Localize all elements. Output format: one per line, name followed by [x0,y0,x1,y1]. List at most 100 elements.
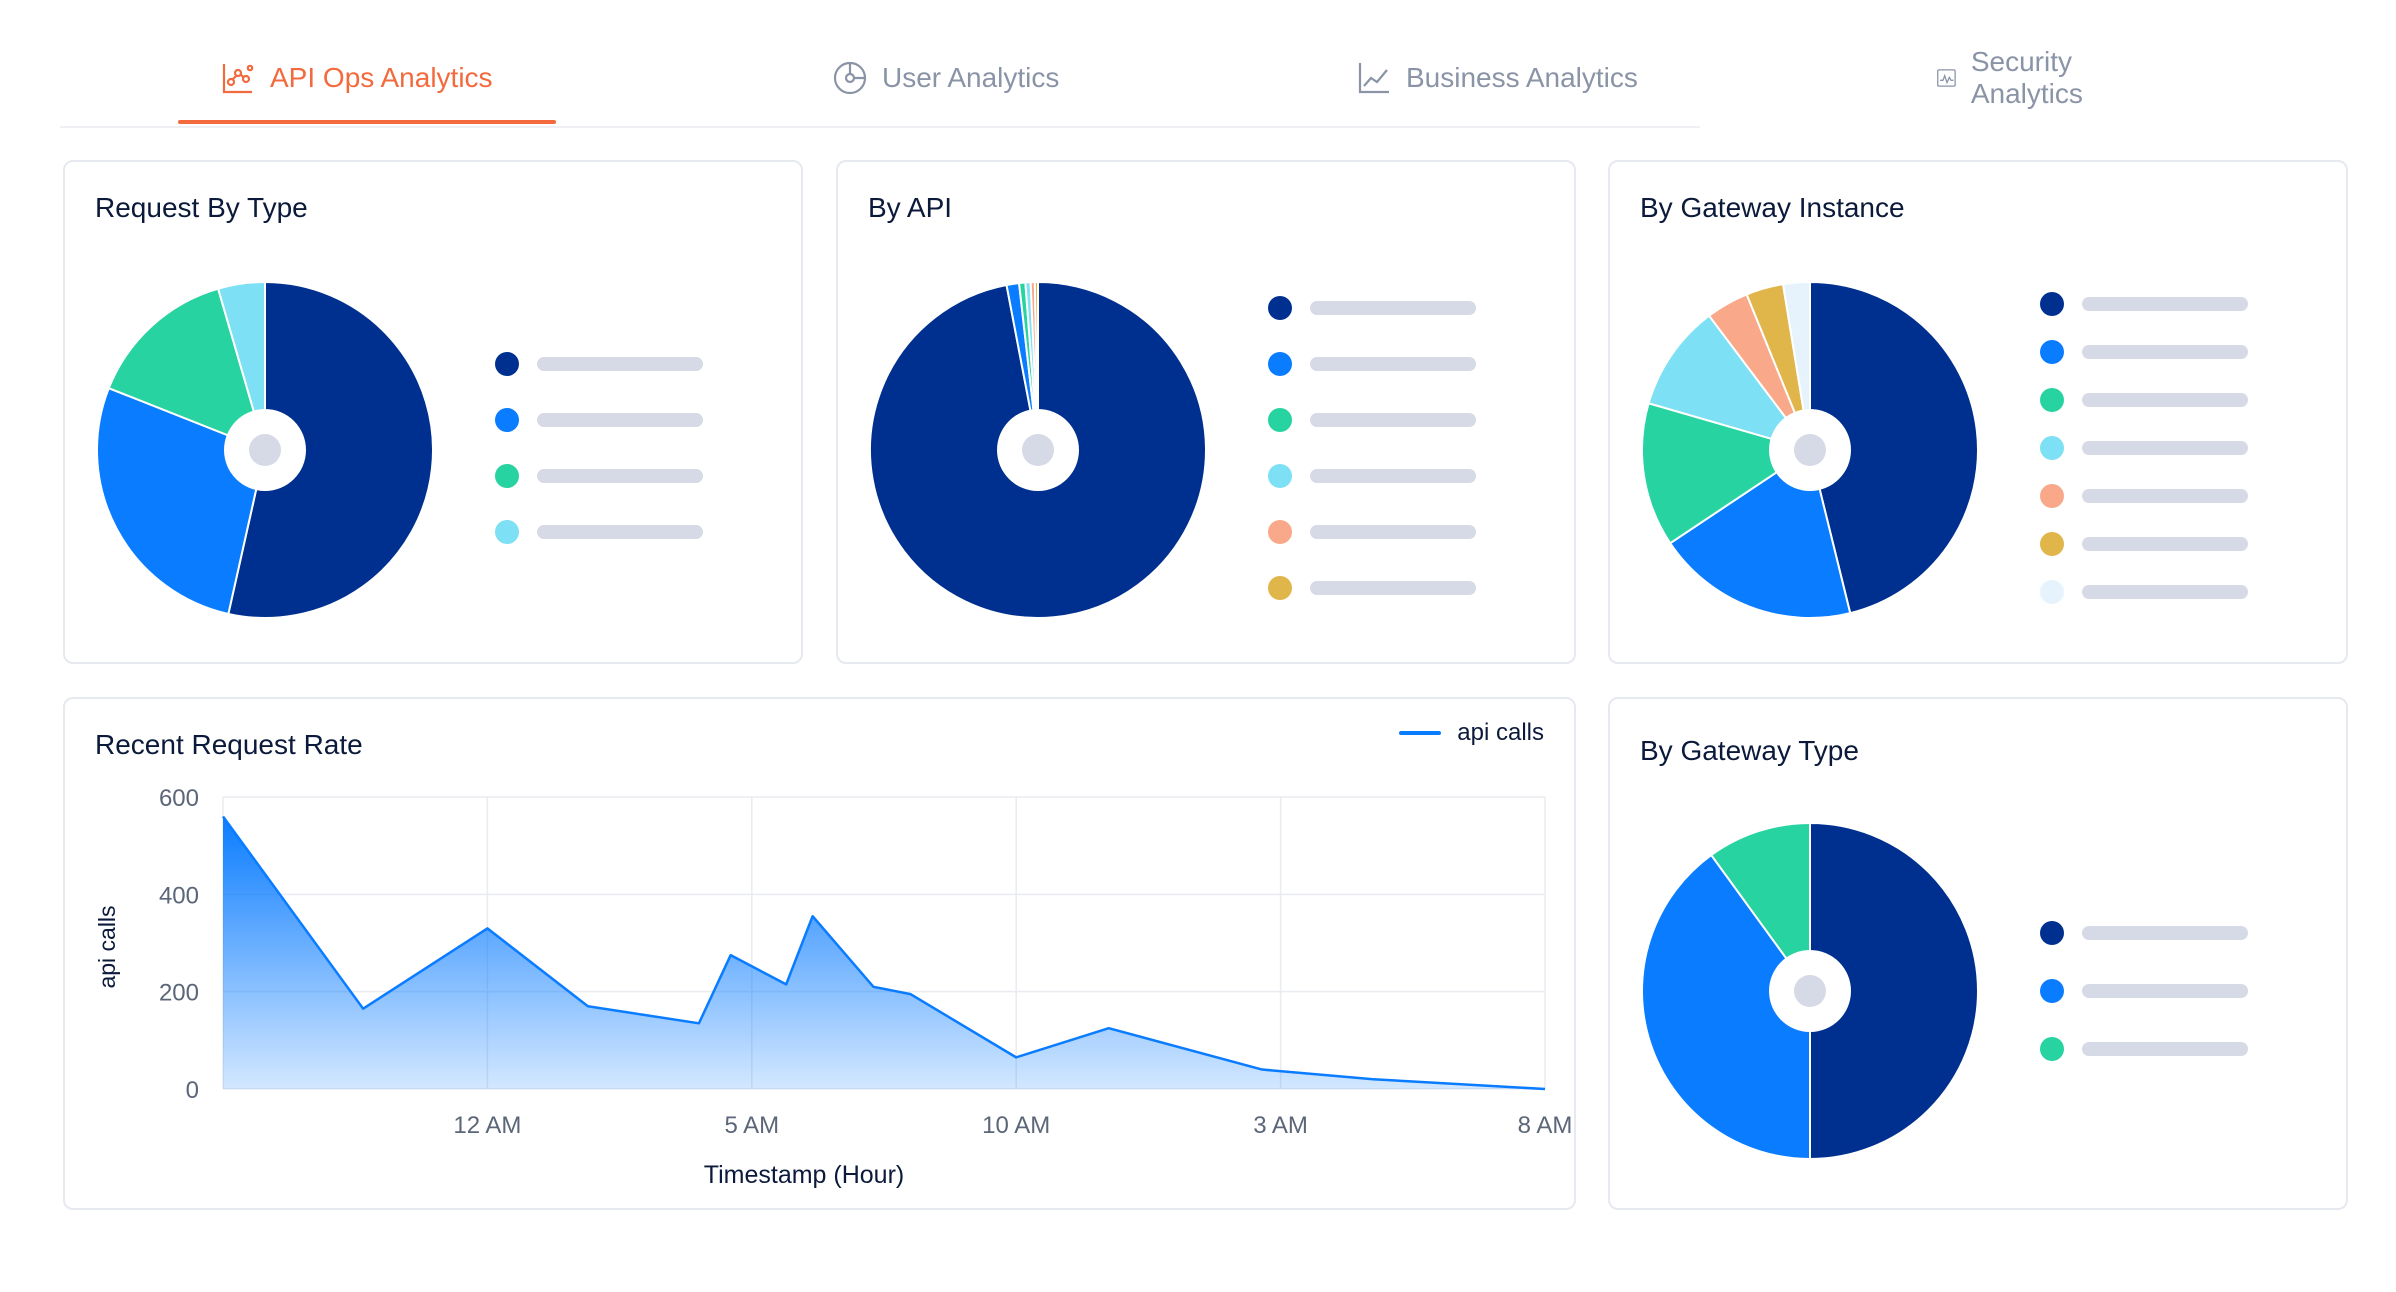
pie-slice[interactable] [107,287,267,452]
y-tick-label: 400 [159,882,199,909]
legend-placeholder [2082,537,2248,551]
pie-slice[interactable] [1033,280,1039,451]
legend-placeholder [2082,926,2248,940]
pie-slice[interactable] [1809,821,1979,1161]
by-gateway-type-pie [1641,821,1979,1161]
legend-item [495,408,703,432]
pie-slice[interactable] [227,280,434,619]
legend-dot [2040,484,2064,508]
legend-placeholder [1310,413,1476,427]
x-tick-label: 10 AM [982,1112,1050,1139]
tab-user-analytics[interactable]: User Analytics [832,52,1059,104]
legend-dot [495,464,519,488]
legend-dot [2040,979,2064,1003]
tab-label: Security Analytics [1970,46,2083,109]
x-tick-label: 8 AM [1518,1112,1573,1139]
x-axis-title: Timestamp (Hour) [704,1161,905,1189]
tab-api-ops-analytics[interactable]: API Ops Analytics [220,52,493,104]
pie-slice[interactable] [96,386,267,616]
legend-dot [1268,352,1292,376]
legend-dot [2040,340,2064,364]
y-tick-label: 600 [159,785,199,812]
legend-swatch [1399,731,1442,735]
legend-placeholder [537,357,703,371]
by-api-card: By API [836,160,1576,664]
pie-slice[interactable] [1709,821,1811,995]
legend-dot [495,520,519,544]
card-title: By Gateway Instance [1640,192,1905,223]
pie-slice[interactable] [216,280,266,451]
tab-business-analytics[interactable]: Business Analytics [1356,52,1638,104]
legend-item [1268,352,1476,376]
x-tick-label: 12 AM [453,1112,521,1139]
legend-placeholder [1310,525,1476,539]
legend-placeholder [1310,301,1476,315]
by-api-pie [869,280,1207,619]
legend-dot [2040,921,2064,945]
legend-placeholder [1310,581,1476,595]
legend-dot [1268,520,1292,544]
tab-label: API Ops Analytics [270,62,493,93]
pie-center-dot [1022,434,1054,466]
legend-item [495,464,703,488]
by-gateway-instance-pie [1641,280,1979,619]
pie-slice[interactable] [1641,853,1811,1161]
by-gateway-instance-card: By Gateway Instance [1608,160,2348,664]
y-tick-label: 200 [159,980,199,1007]
pie-slice[interactable] [1668,448,1852,619]
legend-item [2040,340,2248,364]
legend-placeholder [1310,357,1476,371]
active-tab-indicator [178,120,556,124]
line-chart-icon [1358,63,1389,94]
line-series-api-calls[interactable] [221,815,1546,1091]
recent-request-rate-area-chart: 0 200 400 600 12 AM 5 AM 10 AM 3 AM 8 AM Timestam… [94,785,1573,1189]
card-title: Recent Request Rate [95,729,363,760]
x-tick-label: 3 AM [1253,1112,1308,1139]
y-tick-label: 0 [186,1077,199,1104]
analytics-tab-bar: API Ops Analytics User Analytics Busines… [60,30,2083,128]
legend-label: api calls [1457,719,1544,746]
legend-item [2040,921,2248,945]
x-tick-label: 5 AM [724,1112,779,1139]
area-chart-legend[interactable]: api calls [1399,719,1544,747]
legend-dot [2040,292,2064,316]
recent-request-rate-card: Recent Request Rate api calls 0 200 400 600… [63,697,1576,1210]
legend-item [1268,296,1476,320]
legend-dot [1268,464,1292,488]
legend-dot [495,352,519,376]
legend-dot [2040,532,2064,556]
tab-label: User Analytics [882,62,1060,93]
legend-dot [2040,436,2064,460]
card-title: By API [868,192,953,223]
card-title: By Gateway Type [1640,735,1859,766]
pie-slice[interactable] [1809,280,1979,615]
tab-label: Business Analytics [1406,62,1638,93]
pie-center-dot [1794,975,1826,1007]
legend-placeholder [537,469,703,483]
pie-clock-icon [833,61,867,95]
pie-slice[interactable] [1647,314,1813,452]
legend-placeholder [1310,469,1476,483]
legend-dot [1268,296,1292,320]
legend-dot [2040,1037,2064,1061]
legend-item [2040,1037,2248,1061]
pie-center-dot [249,434,281,466]
legend-placeholder [2082,585,2248,599]
legend-item [495,520,703,544]
legend-dot [2040,580,2064,604]
tab-security-analytics[interactable]: Security Analytics [1936,46,2098,109]
legend-placeholder [2082,984,2248,998]
request-by-type-pie [96,280,434,619]
legend-item [1268,464,1476,488]
card-title: Request By Type [95,192,308,223]
legend-dot [1268,576,1292,600]
legend-item [2040,292,2248,316]
area-series-api-calls[interactable] [223,816,1545,1089]
legend-placeholder [2082,297,2248,311]
legend-item [2040,484,2248,508]
legend-placeholder [2082,345,2248,359]
legend-item [2040,580,2248,604]
chart-scatter-icon [222,64,254,94]
pie-slice[interactable] [1781,280,1811,451]
request-by-type-card: Request By Type [63,160,803,664]
